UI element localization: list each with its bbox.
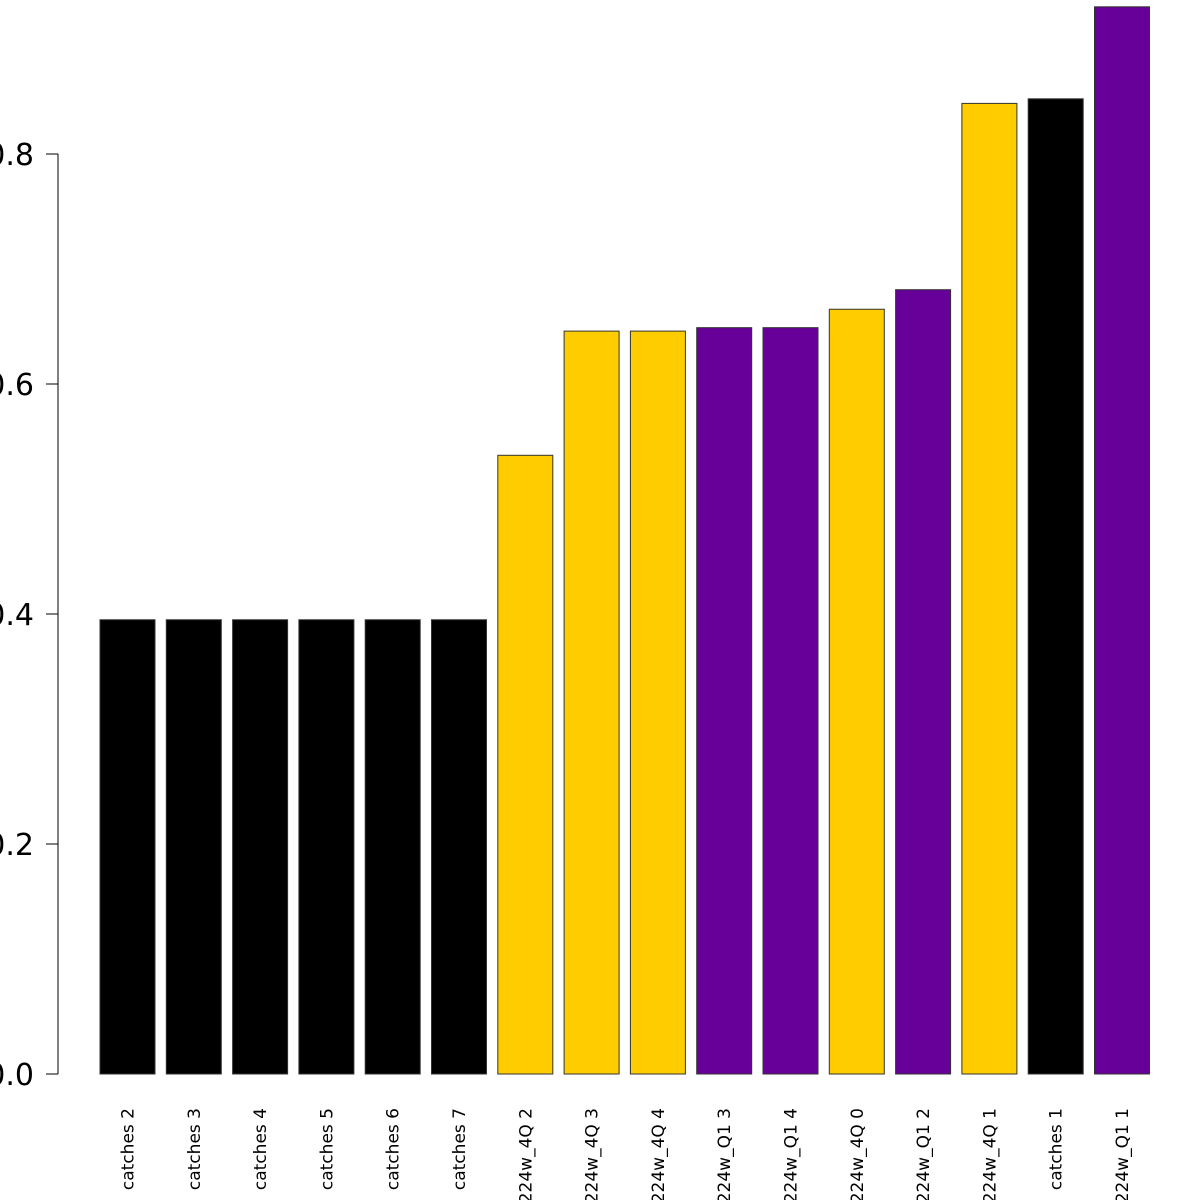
x-tick-label: 224w_4Q 3 (583, 1108, 603, 1200)
y-tick-label: 0.2 (0, 828, 34, 863)
bar (232, 619, 289, 1075)
x-tick-label: catches 4 (251, 1108, 271, 1190)
x-tick-label: catches 5 (317, 1108, 337, 1190)
bar (1027, 98, 1084, 1075)
bar (165, 619, 222, 1075)
y-tick-label: 0.8 (0, 138, 34, 173)
bar (961, 102, 1018, 1075)
y-tick-label: 0.4 (0, 598, 34, 633)
y-tick-label: 0.0 (0, 1058, 34, 1093)
bar (99, 619, 156, 1075)
bar (762, 327, 819, 1075)
x-tick-label: 224w_4Q 1 (980, 1108, 1000, 1200)
x-tick-label: 224w_Q1 4 (782, 1108, 802, 1200)
x-tick-label: 224w_Q1 2 (914, 1108, 934, 1200)
bar (1094, 6, 1150, 1075)
x-axis-labels: catches 2 catches 3 catches 4 catches 5 catc… (119, 1108, 1134, 1200)
x-tick-label: 224w_Q1 1 (1113, 1108, 1133, 1200)
bar (563, 330, 620, 1075)
bar (828, 308, 885, 1075)
x-tick-label: catches 2 (119, 1108, 139, 1190)
bars (99, 6, 1150, 1075)
bar (629, 330, 686, 1075)
bar (895, 289, 952, 1075)
x-tick-label: catches 1 (1047, 1108, 1067, 1190)
y-axis: 0.0 0.2 0.4 0.6 0.8 (0, 138, 59, 1093)
x-tick-label: 224w_Q1 3 (715, 1108, 735, 1200)
bar (364, 619, 421, 1075)
x-tick-label: catches 7 (450, 1108, 470, 1190)
y-tick-label: 0.6 (0, 368, 34, 403)
x-tick-label: 224w_4Q 2 (516, 1108, 536, 1200)
bar (431, 619, 487, 1075)
bar (497, 454, 554, 1075)
x-tick-label: catches 3 (185, 1108, 205, 1190)
bar (298, 619, 355, 1075)
x-tick-label: 224w_4Q 0 (848, 1108, 868, 1200)
x-tick-label: 224w_4Q 4 (649, 1108, 669, 1200)
x-tick-label: catches 6 (384, 1108, 404, 1190)
bar (696, 327, 753, 1075)
